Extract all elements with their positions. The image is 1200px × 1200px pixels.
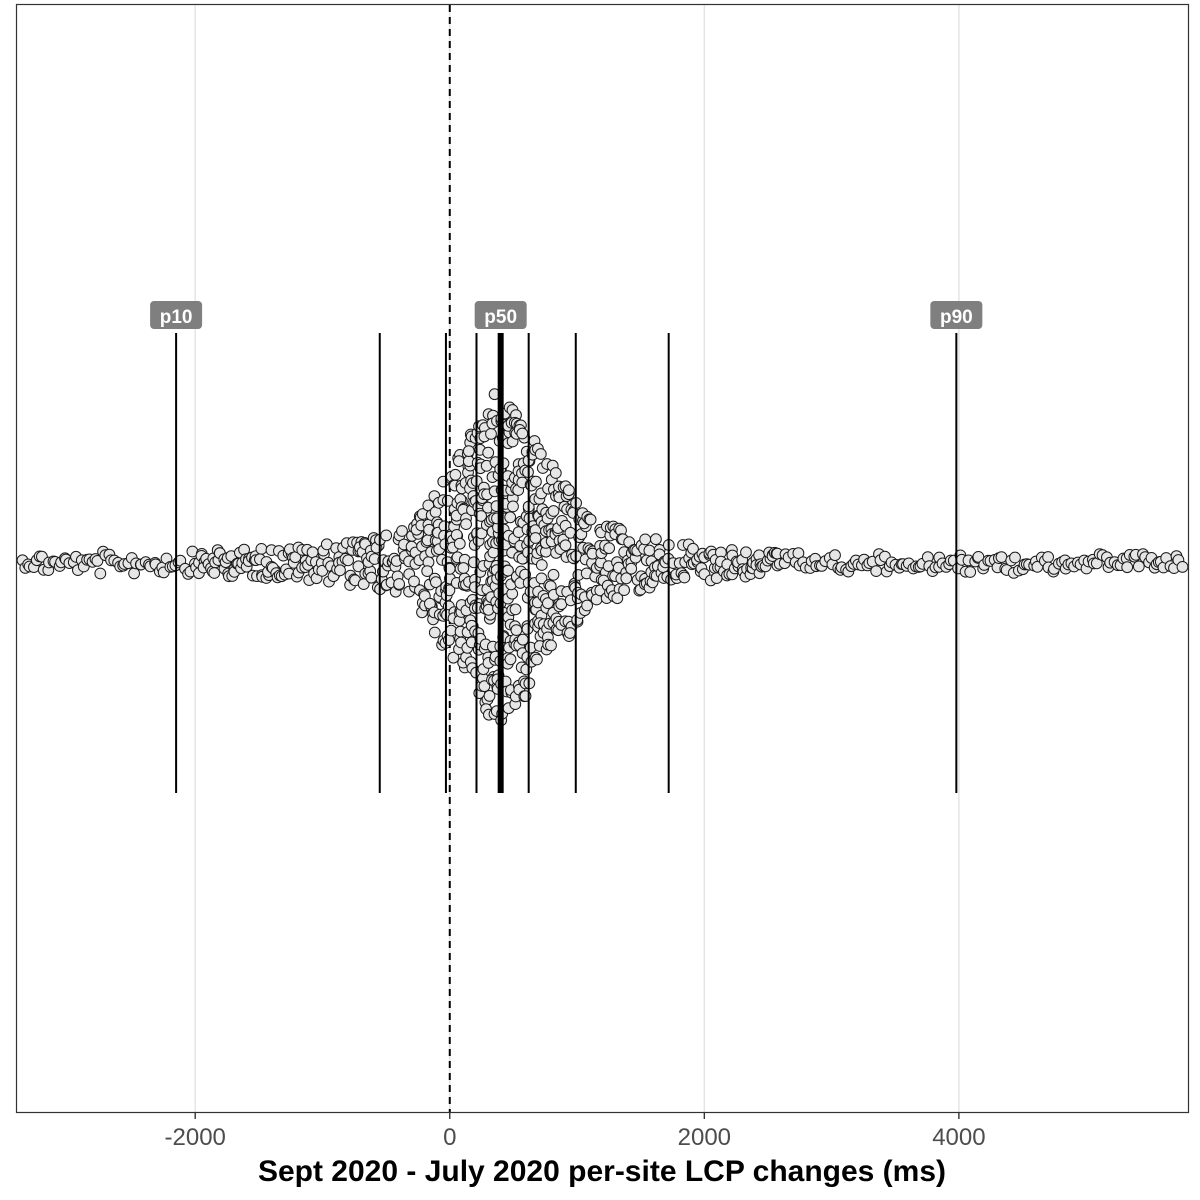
data-point — [1121, 561, 1134, 574]
data-point — [549, 467, 562, 479]
data-point — [581, 599, 593, 612]
data-point — [460, 518, 473, 530]
x-tick-label: 4000 — [932, 1124, 985, 1151]
percentile-label: p90 — [940, 307, 973, 328]
data-point — [531, 653, 543, 666]
data-point — [870, 565, 883, 577]
data-point — [408, 575, 420, 588]
data-point — [792, 547, 805, 559]
data-point — [964, 566, 977, 578]
data-point — [306, 546, 319, 559]
data-point — [1176, 561, 1189, 573]
percentile-label-box — [150, 301, 203, 329]
data-points — [16, 388, 1189, 727]
percentile-label-box — [474, 301, 527, 329]
data-point — [650, 533, 662, 546]
data-point — [485, 428, 497, 440]
data-point — [516, 427, 529, 440]
data-point — [365, 571, 378, 584]
plot-panel-border — [15, 3, 1190, 1114]
data-point — [504, 511, 517, 524]
percentile-lines — [175, 333, 958, 793]
data-point — [564, 627, 576, 639]
data-point — [535, 559, 548, 571]
data-point — [1132, 560, 1145, 573]
x-axis: -2000 0 2000 4000 — [165, 1112, 986, 1151]
x-tick-label: -2000 — [165, 1124, 226, 1151]
data-point — [611, 592, 624, 605]
data-point — [509, 603, 522, 616]
data-point — [643, 544, 656, 557]
data-point — [421, 565, 434, 577]
data-point — [334, 564, 346, 577]
data-point — [255, 543, 268, 555]
data-point — [483, 690, 496, 702]
data-point — [603, 542, 615, 555]
data-point — [535, 572, 548, 585]
data-point — [995, 551, 1008, 563]
data-point — [1009, 551, 1021, 564]
data-point — [678, 571, 691, 584]
data-point — [510, 624, 523, 636]
percentile-label: p10 — [160, 307, 193, 328]
data-point — [453, 537, 466, 550]
data-point — [530, 475, 542, 488]
data-point — [208, 567, 221, 579]
data-point — [457, 562, 470, 574]
percentile-label: p50 — [484, 307, 517, 328]
data-point — [1042, 551, 1054, 563]
data-point — [428, 626, 441, 639]
data-point — [462, 445, 475, 458]
x-tick-label: 2000 — [678, 1124, 731, 1151]
data-point — [447, 651, 460, 664]
data-point — [559, 539, 572, 552]
data-point — [380, 529, 393, 542]
data-point — [449, 468, 462, 481]
data-point — [478, 680, 491, 693]
data-point — [740, 546, 752, 559]
x-tick-label: 0 — [443, 1124, 456, 1151]
data-point — [547, 505, 560, 517]
percentile-label-box — [930, 301, 983, 329]
data-point — [352, 560, 365, 573]
data-point — [507, 500, 519, 513]
data-point — [393, 578, 406, 590]
data-point — [342, 554, 355, 567]
data-point — [482, 446, 495, 459]
data-point — [430, 576, 442, 589]
data-point — [547, 568, 560, 581]
data-point — [563, 484, 575, 497]
data-point — [618, 584, 630, 596]
data-point — [584, 513, 597, 526]
percentile-labels: p10 p50 p90 — [150, 301, 983, 329]
data-point — [504, 653, 517, 666]
data-point — [94, 567, 107, 580]
data-point — [620, 572, 633, 585]
data-point — [545, 639, 557, 652]
data-point — [534, 448, 547, 460]
data-point — [91, 555, 104, 567]
data-point — [687, 542, 699, 555]
data-point — [396, 525, 408, 537]
x-axis-title: Sept 2020 - July 2020 per-site LCP chang… — [258, 1155, 946, 1188]
data-point — [625, 562, 638, 575]
data-point — [529, 532, 542, 544]
data-point — [829, 549, 841, 562]
data-point — [639, 533, 652, 546]
